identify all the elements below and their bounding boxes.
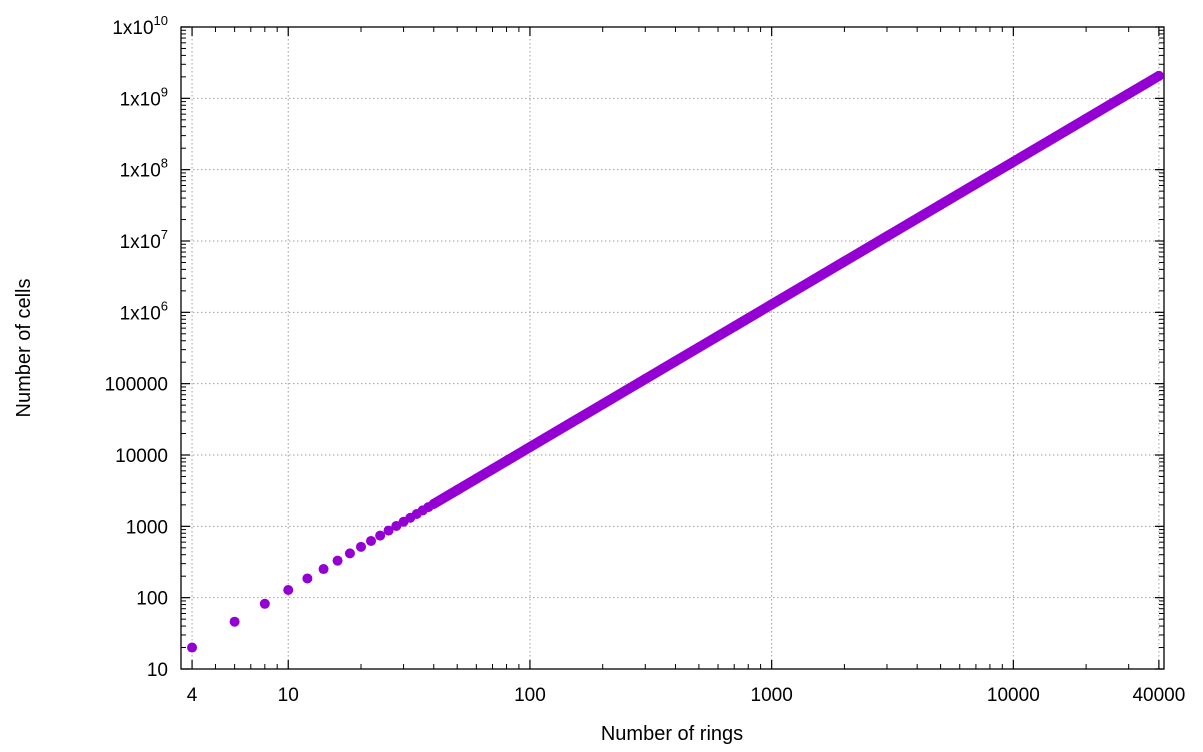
data-point [1153, 70, 1164, 81]
data-point [935, 199, 946, 210]
data-point [839, 256, 850, 267]
data-point [670, 356, 681, 367]
data-point [693, 342, 704, 353]
data-point [318, 564, 329, 575]
data-point [881, 231, 892, 242]
data-point [383, 525, 394, 536]
data-point [1081, 113, 1092, 124]
y-tick-label: 1x108 [120, 156, 168, 182]
data-point [1104, 99, 1115, 110]
data-point [501, 455, 512, 466]
data-point [1123, 88, 1134, 99]
x-tick-label: 1000 [751, 685, 793, 706]
data-point [428, 498, 439, 509]
y-tick-label: 1x1010 [112, 13, 168, 39]
data-point [970, 178, 981, 189]
tick-labels: 10 100 1000 10000 100000 1x106 1x107 1x108 1x109… [105, 13, 1186, 706]
data-point [1139, 79, 1150, 90]
data-point [283, 585, 294, 596]
data-point [375, 530, 386, 541]
x-tick-label: 100 [514, 685, 546, 706]
x-tick-label: 40000 [1132, 685, 1185, 706]
y-axis-label: Number of cells [13, 279, 35, 418]
data-point [302, 573, 313, 584]
y-tick-label: 1000 [126, 517, 168, 538]
y-tick-label: 100 [136, 589, 168, 610]
x-tick-label: 10000 [987, 685, 1040, 706]
data-point [766, 299, 777, 310]
x-tick-label: 4 [187, 685, 198, 706]
data-point [809, 274, 820, 285]
y-tick-label: 1x109 [120, 84, 168, 110]
plot-frame [180, 26, 1165, 670]
data-point [187, 642, 198, 653]
x-tick-label: 10 [278, 685, 299, 706]
data-point [729, 321, 740, 332]
x-axis-label: Number of rings [601, 723, 743, 745]
data-point [471, 473, 482, 484]
data-point [259, 598, 270, 609]
data-point [229, 616, 240, 627]
data-point [1008, 156, 1019, 167]
y-tick-label: 1x106 [120, 298, 168, 324]
y-tick-label: 10000 [115, 446, 168, 467]
data-point [524, 442, 535, 453]
data-point [356, 541, 366, 552]
data-point [487, 464, 498, 475]
data-point [452, 485, 463, 496]
data-point [366, 535, 377, 546]
y-tick-label: 10 [147, 660, 168, 681]
data-point [567, 416, 578, 427]
grid [181, 27, 1164, 669]
data-point [1050, 131, 1061, 142]
data-point [332, 555, 343, 566]
y-tick-label: 100000 [105, 375, 168, 396]
data-points [187, 70, 1164, 653]
data-point [344, 548, 355, 559]
data-point [597, 399, 608, 410]
ticks [181, 26, 1164, 670]
data-point [640, 374, 651, 385]
data-point [391, 520, 402, 531]
y-tick-label: 1x107 [120, 227, 168, 253]
